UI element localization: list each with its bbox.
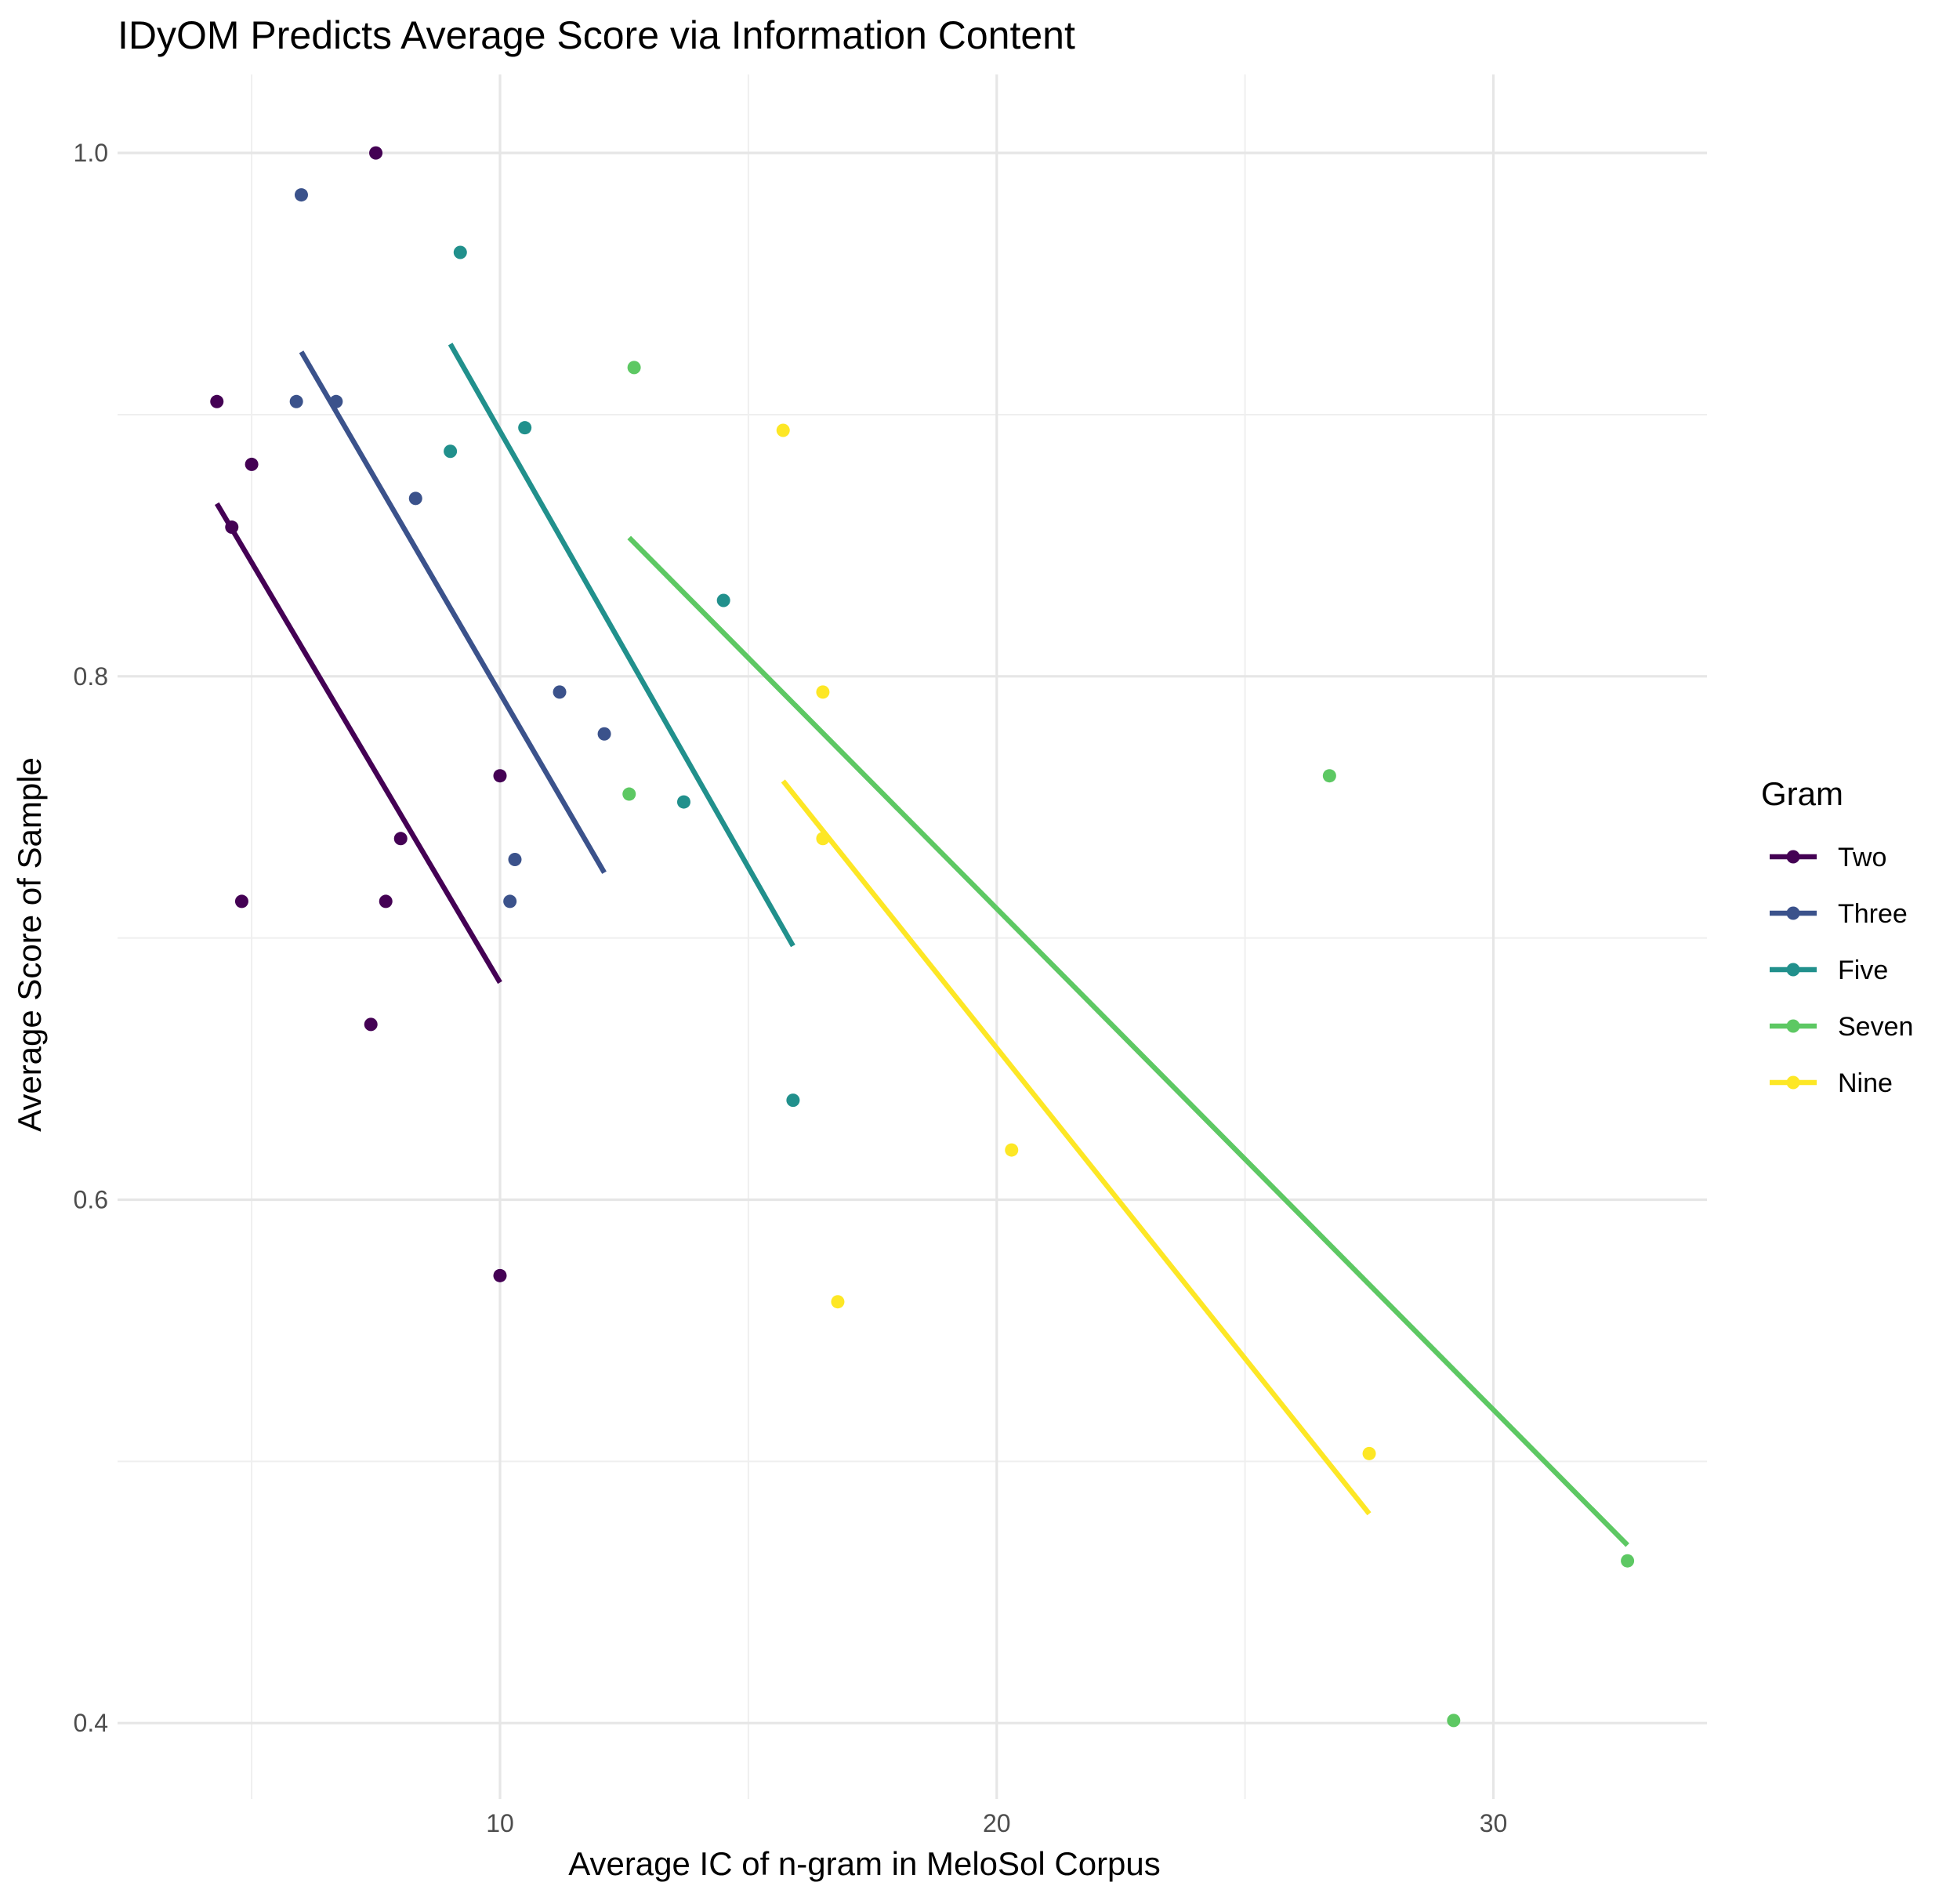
point-two xyxy=(364,1017,378,1032)
x-tick-label: 30 xyxy=(1480,1809,1508,1837)
point-nine xyxy=(831,1295,845,1309)
point-seven xyxy=(1322,769,1336,783)
legend: Gram Two Three Five Seven Nine xyxy=(1761,775,1913,1098)
point-three xyxy=(503,894,517,908)
fit-line-nine xyxy=(781,779,1372,1516)
chart-title: IDyOM Predicts Average Score via Informa… xyxy=(118,13,1075,57)
fit-line-seven xyxy=(627,535,1629,1547)
point-seven xyxy=(1621,1554,1635,1568)
point-nine xyxy=(776,423,790,437)
fit-line-five xyxy=(448,343,795,948)
point-two xyxy=(210,394,224,408)
legend-key-point xyxy=(1786,906,1800,920)
x-axis-title: Average IC of n-gram in MeloSol Corpus xyxy=(568,1845,1161,1882)
fit-line-three xyxy=(299,350,607,874)
point-nine xyxy=(816,685,830,699)
legend-key-point xyxy=(1786,963,1800,977)
point-two xyxy=(234,894,248,908)
point-five xyxy=(518,421,532,435)
point-seven xyxy=(622,787,636,801)
point-three xyxy=(408,491,422,506)
point-two xyxy=(493,1268,507,1282)
point-three xyxy=(294,188,308,202)
point-two xyxy=(493,769,507,783)
fit-lines xyxy=(214,343,1629,1547)
x-tick-label: 10 xyxy=(486,1809,514,1837)
data-points xyxy=(210,146,1635,1728)
legend-label-three: Three xyxy=(1838,899,1908,929)
point-three xyxy=(508,853,522,867)
point-nine xyxy=(1005,1143,1019,1157)
y-tick-label: 0.4 xyxy=(74,1709,108,1737)
point-seven xyxy=(1447,1714,1461,1728)
point-seven xyxy=(627,361,641,375)
y-tick-label: 0.6 xyxy=(74,1186,108,1214)
point-three xyxy=(597,727,611,741)
point-three xyxy=(329,394,343,408)
x-tick-labels: 10 20 30 xyxy=(486,1809,1507,1837)
legend-label-seven: Seven xyxy=(1838,1012,1913,1042)
legend-key-point xyxy=(1786,1075,1800,1090)
point-five xyxy=(444,444,458,459)
y-tick-labels: 0.4 0.6 0.8 1.0 xyxy=(74,139,108,1737)
legend-title: Gram xyxy=(1761,775,1843,812)
point-two xyxy=(369,146,383,160)
point-nine xyxy=(816,832,830,846)
y-tick-label: 0.8 xyxy=(74,662,108,691)
point-three xyxy=(553,685,567,699)
point-two xyxy=(225,520,239,535)
grid xyxy=(118,74,1707,1799)
legend-key-point xyxy=(1786,1019,1800,1033)
fit-line-two xyxy=(214,502,502,985)
point-five xyxy=(716,593,730,607)
y-axis-title: Average Score of Sample xyxy=(11,757,48,1132)
point-three xyxy=(289,394,303,408)
y-tick-label: 1.0 xyxy=(74,139,108,167)
point-nine xyxy=(1362,1446,1376,1460)
legend-label-five: Five xyxy=(1838,956,1888,985)
point-two xyxy=(245,457,259,471)
point-five xyxy=(453,245,467,259)
point-five xyxy=(786,1093,800,1108)
legend-label-two: Two xyxy=(1838,843,1886,872)
point-five xyxy=(676,795,690,809)
legend-key-point xyxy=(1786,850,1800,864)
point-two xyxy=(379,894,393,908)
point-two xyxy=(393,832,408,846)
x-tick-label: 20 xyxy=(983,1809,1011,1837)
legend-label-nine: Nine xyxy=(1838,1068,1893,1098)
